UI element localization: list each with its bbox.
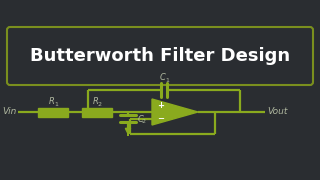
Bar [82,107,112,116]
Text: C: C [138,115,144,124]
Text: R: R [93,96,99,105]
Text: 1: 1 [165,78,169,83]
Text: 2: 2 [142,119,146,124]
Text: −: − [157,114,164,123]
Text: 2: 2 [98,102,102,107]
Text: R: R [49,96,55,105]
Text: Vin: Vin [3,107,17,116]
Text: Butterworth Filter Design: Butterworth Filter Design [30,47,290,65]
Text: 1: 1 [54,102,58,107]
Text: +: + [157,102,164,111]
FancyBboxPatch shape [7,27,313,85]
Bar [38,107,68,116]
Text: Vout: Vout [267,107,287,116]
Polygon shape [152,99,198,125]
Text: C: C [160,73,166,82]
